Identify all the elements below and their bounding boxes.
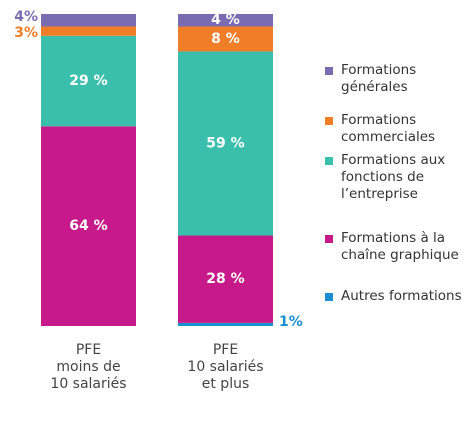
legend-label: Autres formations bbox=[341, 288, 462, 304]
legend-swatch bbox=[325, 117, 333, 125]
legend-item: Autres formations bbox=[325, 288, 465, 305]
bar-segment bbox=[41, 14, 136, 27]
legend-swatch bbox=[325, 235, 333, 243]
x-tick-label-line: 10 salariés bbox=[187, 359, 263, 375]
value-label: 3% bbox=[14, 25, 38, 41]
legend-label: Formations générales bbox=[341, 62, 417, 95]
bar-segment bbox=[41, 26, 136, 36]
legend-swatch bbox=[325, 293, 333, 301]
value-label: 4 % bbox=[211, 12, 240, 28]
bar-segment bbox=[41, 126, 136, 326]
bar-segment bbox=[178, 235, 273, 323]
legend-item: Formations à la chaîne graphique bbox=[325, 230, 465, 264]
bar-segment bbox=[178, 26, 273, 52]
legend-label: Formations commerciales bbox=[341, 112, 436, 145]
x-tick-label-line: PFE bbox=[76, 342, 101, 358]
legend-item: Formations aux fonctions de l’entreprise bbox=[325, 152, 465, 203]
value-label: 64 % bbox=[69, 218, 107, 234]
legend-swatch bbox=[325, 157, 333, 165]
x-tick-label-line: 10 salariés bbox=[50, 376, 126, 392]
value-label: 8 % bbox=[211, 31, 240, 47]
value-label: 1% bbox=[279, 314, 303, 330]
x-tick-label: PFE moins de 10 salariés bbox=[50, 342, 126, 392]
value-label: 28 % bbox=[206, 271, 244, 287]
x-tick-label-line: PFE bbox=[213, 342, 238, 358]
legend-item: Formations générales bbox=[325, 62, 465, 96]
x-tick-label-line: et plus bbox=[202, 376, 250, 392]
legend-item: Formations commerciales bbox=[325, 112, 465, 146]
bar-segment bbox=[41, 35, 136, 127]
legend-label: Formations aux fonctions de l’entreprise bbox=[341, 152, 446, 202]
x-tick-label-line: moins de bbox=[56, 359, 120, 375]
legend-swatch bbox=[325, 67, 333, 75]
legend-label: Formations à la chaîne graphique bbox=[341, 230, 459, 263]
value-label: 59 % bbox=[206, 135, 244, 151]
value-label: 29 % bbox=[69, 73, 107, 89]
bar-segment bbox=[178, 322, 273, 326]
bar-segment bbox=[178, 14, 273, 27]
bar-segment bbox=[178, 51, 273, 236]
value-label: 4% bbox=[14, 9, 38, 25]
x-tick-label: PFE 10 salariés et plus bbox=[187, 342, 263, 392]
